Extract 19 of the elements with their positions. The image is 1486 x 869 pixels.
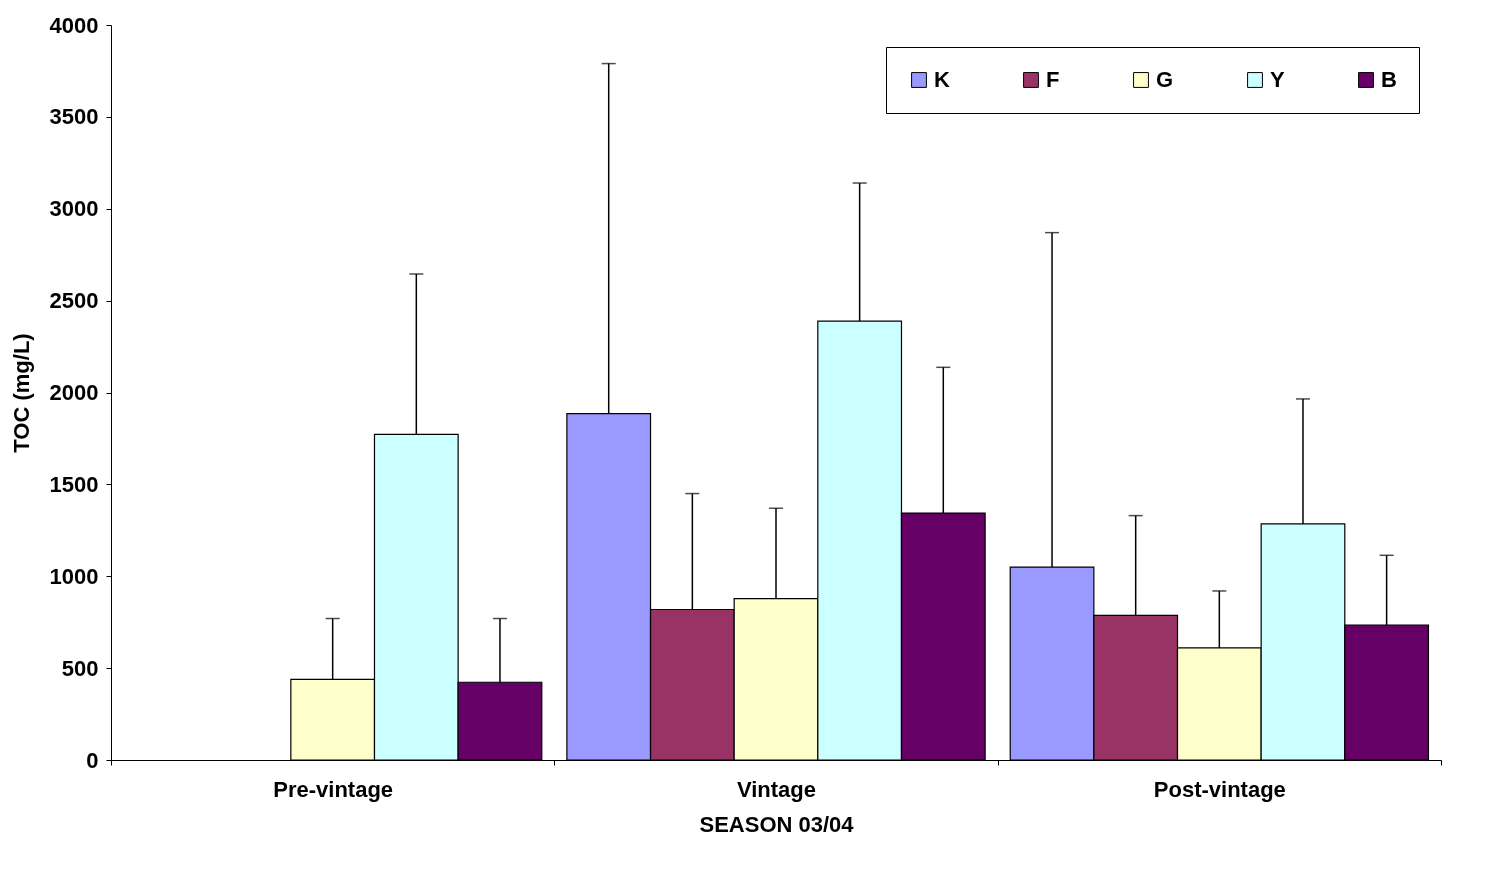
y-tick-label: 500 — [61, 655, 99, 681]
legend-label: Y — [1270, 67, 1285, 92]
y-tick-label: 3500 — [49, 104, 99, 130]
x-tick-label: Vintage — [736, 776, 817, 802]
y-tick-label: 1000 — [49, 563, 99, 589]
legend-label: K — [934, 67, 950, 92]
x-tick-label: Pre-vintage — [273, 776, 394, 802]
legend-label: G — [1156, 67, 1174, 92]
y-tick-label: 1500 — [49, 471, 99, 497]
y-tick-label: 0 — [86, 747, 99, 773]
legend-label: B — [1381, 67, 1397, 92]
y-tick-label: 2000 — [49, 380, 99, 405]
x-axis-title: SEASON 03/04 — [699, 811, 855, 837]
legend-label: F — [1046, 67, 1060, 92]
x-tick-label: Post-vintage — [1153, 776, 1286, 802]
y-axis-title: TOC (mg/L) — [8, 333, 34, 453]
y-tick-label: 4000 — [49, 12, 99, 38]
y-tick-label: 2500 — [49, 288, 99, 314]
y-tick-label: 3000 — [49, 196, 99, 222]
